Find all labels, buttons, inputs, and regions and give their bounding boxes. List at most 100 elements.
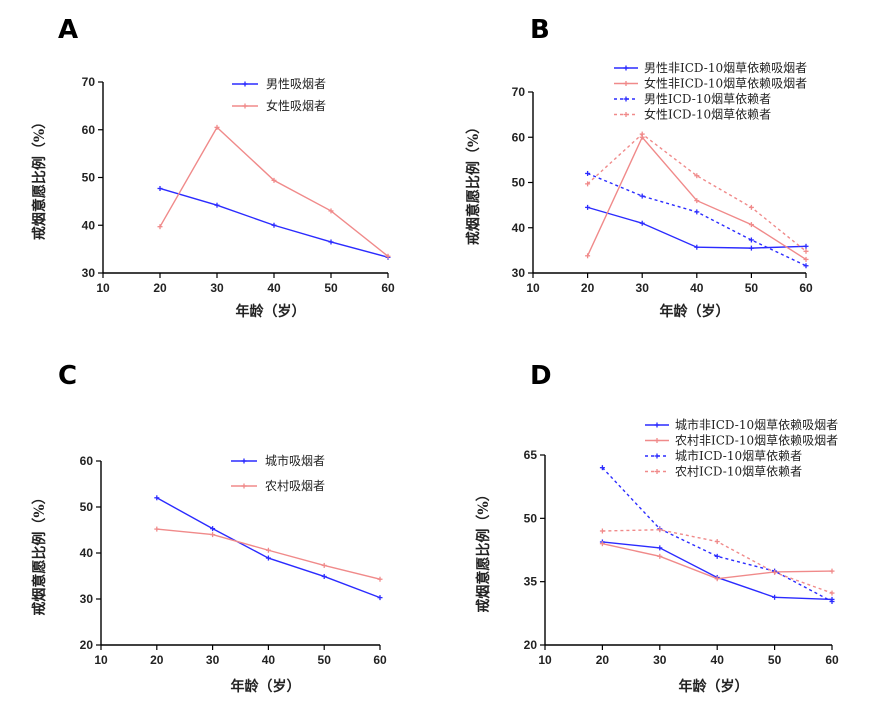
x-tick-label: 60 [381,281,395,295]
legend-label: 农村非ICD-10烟草依赖吸烟者 [675,433,838,448]
x-tick-label: 30 [210,281,224,295]
series-2 [585,134,809,262]
data-point [210,526,216,532]
x-tick-label: 50 [318,653,332,667]
series-3 [599,465,835,605]
data-point [265,547,271,553]
x-tick-label: 40 [262,653,276,667]
legend-item: 女性非ICD-10烟草依赖吸烟者 [614,76,807,91]
panel-letter: D [530,361,552,391]
x-tick-label: 10 [538,653,552,667]
x-tick-label: 10 [526,281,540,295]
series-1 [599,539,835,602]
y-tick-label: 20 [80,638,94,652]
series-3 [585,170,809,269]
series-1 [154,495,383,601]
data-point [271,177,277,183]
x-tick-label: 40 [690,281,704,295]
data-point [694,173,700,179]
data-point [154,495,160,501]
legend-item: 男性ICD-10烟草依赖者 [614,91,771,106]
series-line [587,172,807,267]
x-tick-label: 50 [324,281,338,295]
legend-marker [654,469,660,474]
data-point [639,193,645,199]
x-tick-label: 60 [373,653,387,667]
series-line [159,126,389,257]
data-point [657,545,663,551]
series-line [602,542,833,580]
x-axis-label: 年龄（岁） [236,303,306,320]
legend-item: 农村ICD-10烟草依赖者 [645,464,802,479]
legend-item: 城市ICD-10烟草依赖者 [645,448,802,463]
series-1 [585,204,809,251]
y-tick-label: 50 [512,176,526,190]
x-tick-label: 60 [825,653,839,667]
data-point [328,239,334,245]
y-tick-label: 40 [80,546,94,560]
y-tick-label: 70 [512,85,526,99]
legend-marker [623,65,629,71]
y-tick-label: 50 [80,500,94,514]
x-axis-label: 年龄（岁） [679,678,749,695]
data-point [829,590,835,596]
data-point [639,220,645,226]
series-2 [154,526,383,582]
y-axis-label: 戒烟意愿比例（%） [465,120,482,245]
y-tick-label: 30 [512,266,526,280]
series-line [156,497,381,599]
data-point [214,202,220,208]
y-tick-label: 40 [82,218,96,232]
x-tick-label: 20 [153,281,167,295]
chart-panel-a: A 30 40 50 60 70 10 20 30 40 50 60 年龄（岁） 戒烟意愿比例（%） 男性吸… [31,15,395,320]
data-point [829,568,835,574]
data-point [210,532,216,538]
x-tick-label: 30 [206,653,220,667]
data-point [377,595,383,601]
x-tick-label: 60 [799,281,813,295]
legend-item: 农村吸烟者 [231,479,325,493]
data-point [748,245,754,251]
data-point [803,263,809,269]
x-tick-label: 40 [711,653,725,667]
panel-letter: C [58,361,77,391]
legend-label: 女性吸烟者 [266,98,326,113]
legend-item: 女性ICD-10烟草依赖者 [614,107,771,122]
legend-item: 男性吸烟者 [232,77,326,91]
x-tick-label: 30 [653,653,667,667]
data-point [803,243,809,249]
x-tick-label: 10 [96,281,110,295]
data-point [772,594,778,600]
data-point [803,248,809,254]
data-point [585,170,591,176]
y-tick-label: 65 [524,448,538,462]
series-line [156,528,381,580]
chart-panel-b: B 30 40 50 60 70 10 20 30 40 50 60 年龄（岁） 戒烟意愿比例（%） 男性非… [465,15,813,320]
data-point [714,576,720,582]
data-point [385,253,391,259]
data-point [639,131,645,137]
data-point [657,553,663,559]
legend-marker [654,422,660,428]
data-point [748,237,754,243]
legend-label: 男性非ICD-10烟草依赖吸烟者 [644,60,807,75]
legend-label: 女性ICD-10烟草依赖者 [644,107,771,122]
y-tick-label: 30 [82,266,96,280]
y-tick-label: 60 [82,123,96,137]
data-point [599,465,605,471]
data-point [328,208,334,214]
data-point [657,527,663,533]
y-tick-label: 60 [80,454,94,468]
data-point [321,573,327,579]
legend-marker [242,103,248,109]
legend-label: 农村ICD-10烟草依赖者 [675,464,802,479]
data-point [694,244,700,250]
legend-item: 城市吸烟者 [231,453,325,468]
legend-item: 男性非ICD-10烟草依赖吸烟者 [614,60,807,75]
y-tick-label: 50 [524,511,538,525]
series-1 [157,185,391,260]
y-tick-label: 70 [82,75,96,89]
